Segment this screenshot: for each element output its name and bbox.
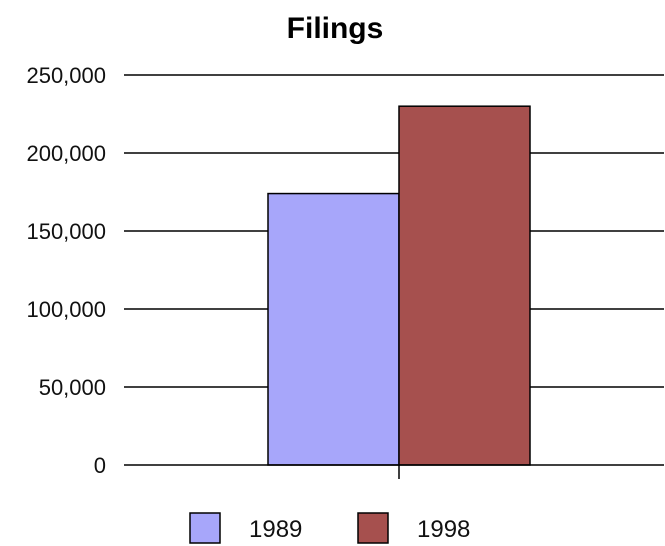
legend-label-1998: 1998	[417, 516, 470, 543]
legend-swatch-1989	[189, 512, 221, 544]
legend-swatch-1998	[357, 512, 389, 544]
y-axis: 0 50,000 100,000 150,000 200,000 250,000	[26, 63, 132, 478]
y-tick-label: 200,000	[26, 141, 106, 166]
y-tick-label: 50,000	[39, 375, 106, 400]
y-tick-label: 100,000	[26, 297, 106, 322]
y-tick-label: 0	[94, 453, 106, 478]
bars	[267, 105, 531, 466]
y-tick-label: 250,000	[26, 63, 106, 88]
legend-label-1989: 1989	[249, 516, 302, 543]
y-tick-label: 150,000	[26, 219, 106, 244]
chart-title: Filings	[287, 12, 384, 45]
x-axis	[132, 464, 664, 479]
bar-1998	[398, 105, 531, 466]
legend: 1989 1998	[189, 512, 470, 544]
bar-1989	[267, 192, 400, 466]
